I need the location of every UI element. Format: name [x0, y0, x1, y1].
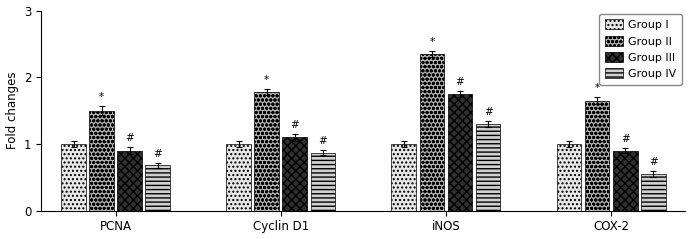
Bar — [283, 137, 307, 211]
Bar — [61, 144, 86, 211]
Text: #: # — [455, 77, 464, 87]
Text: #: # — [649, 157, 658, 167]
Bar — [145, 165, 170, 211]
Text: *: * — [429, 37, 435, 47]
Legend: Group I, Group II, Group III, Group IV: Group I, Group II, Group III, Group IV — [599, 14, 682, 85]
Text: *: * — [99, 92, 104, 102]
Text: #: # — [153, 149, 162, 159]
Text: *: * — [264, 75, 269, 85]
Bar — [254, 92, 279, 211]
Bar — [117, 151, 142, 211]
Y-axis label: Fold changes: Fold changes — [6, 72, 19, 149]
Text: *: * — [594, 83, 600, 93]
Bar — [419, 54, 444, 211]
Bar — [227, 144, 251, 211]
Text: #: # — [319, 136, 328, 146]
Bar — [310, 153, 335, 211]
Text: #: # — [621, 134, 630, 144]
Bar — [585, 101, 609, 211]
Bar — [475, 124, 500, 211]
Bar — [641, 174, 665, 211]
Bar — [557, 144, 581, 211]
Bar — [448, 94, 473, 211]
Text: #: # — [125, 133, 134, 143]
Bar — [392, 144, 416, 211]
Bar — [89, 111, 114, 211]
Text: #: # — [484, 107, 493, 117]
Text: #: # — [290, 120, 299, 130]
Bar — [613, 151, 638, 211]
